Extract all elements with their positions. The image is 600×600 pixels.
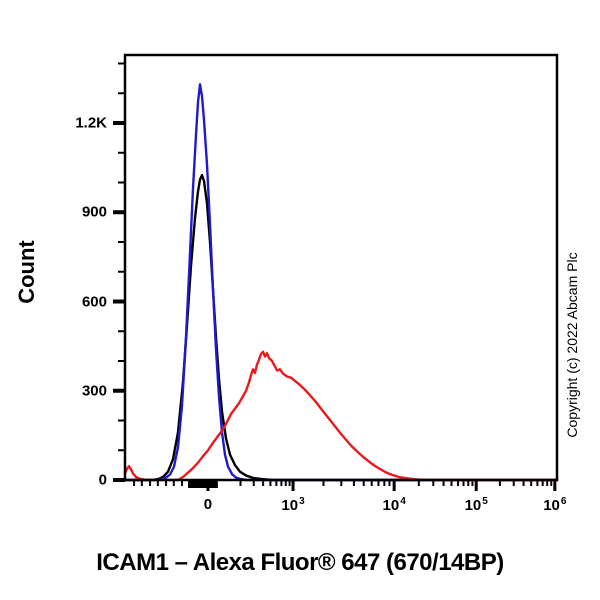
y-tick-label-900: 900	[81, 203, 107, 221]
y-tick-label-0: 0	[98, 471, 107, 489]
copyright-notice: Copyright (c) 2022 Abcam Plc	[564, 252, 580, 438]
x-tick-label-105: 105	[464, 496, 488, 514]
y-tick-label-300: 300	[81, 382, 107, 400]
blue-histogram-curve	[123, 83, 559, 482]
x-axis-title-wrap: ICAM1 – Alexa Fluor® 647 (670/14BP)	[0, 549, 600, 577]
y-tick-label-600: 600	[81, 293, 107, 310]
red-histogram-curve	[123, 350, 559, 482]
x-zero-tick-cluster	[188, 480, 218, 488]
x-tick-label-104: 104	[382, 496, 406, 514]
plot-border	[123, 53, 559, 482]
chart-title: ICAM1 – Alexa Fluor® 647 (670/14BP)	[96, 549, 504, 576]
black-histogram-curve	[123, 173, 559, 482]
x-tick-label-106: 106	[543, 496, 567, 514]
x-tick-label-103: 103	[281, 496, 305, 514]
x-tick-label-0: 0	[203, 496, 213, 513]
y-tick-label-1.2K: 1.2K	[75, 114, 107, 132]
